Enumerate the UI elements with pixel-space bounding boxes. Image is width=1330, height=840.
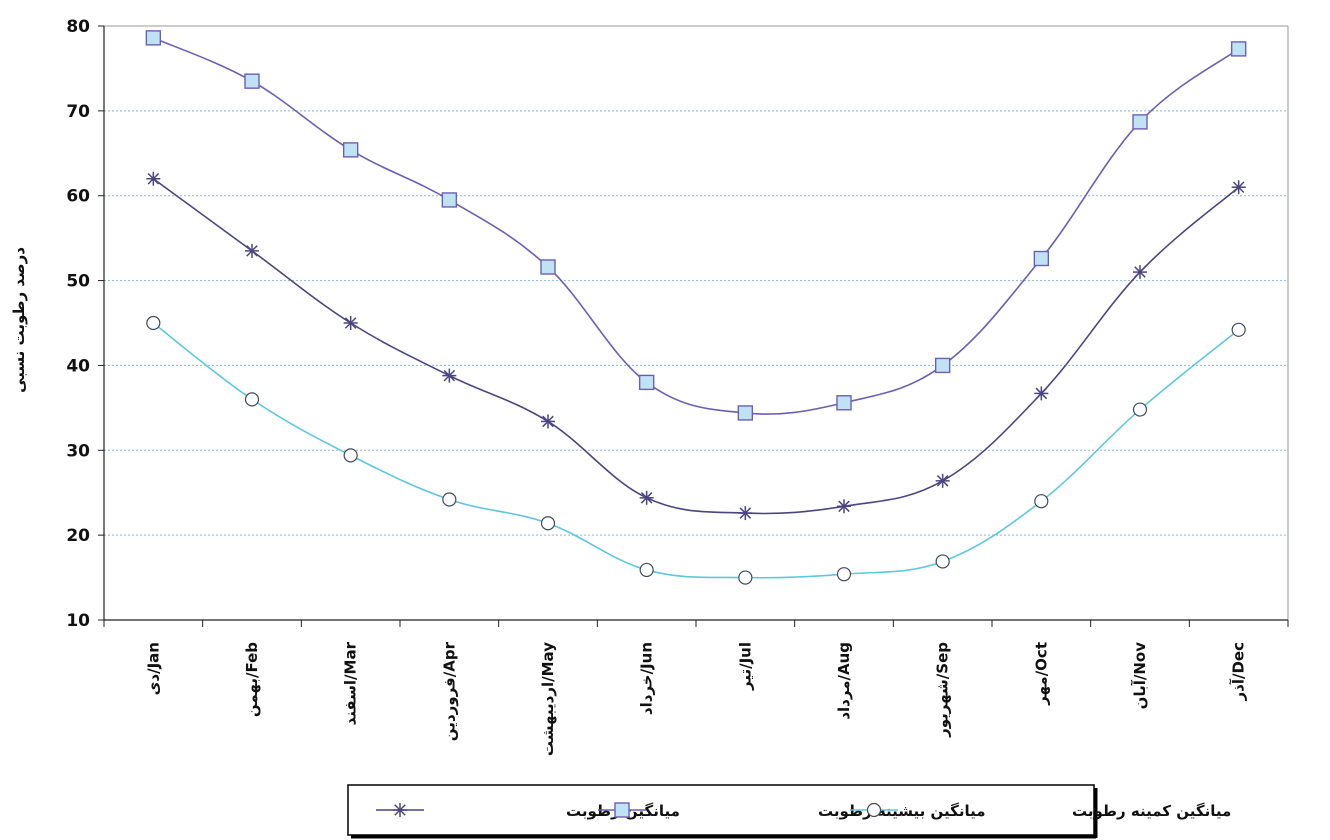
star-marker-point [343, 316, 358, 330]
circle-marker-point [1034, 494, 1049, 509]
star-marker-point [146, 171, 161, 186]
circle-marker-point [442, 492, 457, 507]
legend-label: میانگین کمینه رطوبت [1072, 802, 1231, 820]
gridlines [104, 110, 1288, 536]
y-axis-title: درصد رطوبت نسبی [10, 247, 28, 393]
x-tick-label: بهمن/Feb [243, 642, 261, 717]
y-tick-label: 30 [66, 441, 90, 461]
x-tick-label: تیر/Jul [736, 642, 754, 691]
star-marker-point [837, 499, 851, 514]
x-tick-label: اسفند/Mar [342, 641, 360, 725]
square-marker-point [441, 192, 458, 208]
circle-marker-point [540, 516, 556, 531]
star-marker-legend [393, 803, 407, 817]
series-line-circle [152, 322, 1240, 579]
x-tick-label: فروردین/Apr [440, 641, 458, 741]
series-markers [145, 30, 1247, 585]
circle-marker-point [935, 554, 950, 569]
x-tick-label: آبان/Nov [1131, 642, 1149, 710]
square-marker-point [540, 259, 556, 275]
circle-marker-point [244, 392, 260, 407]
y-tick-label: 10 [66, 611, 90, 631]
star-marker-point [1133, 265, 1147, 280]
star-marker-point [738, 506, 753, 521]
circle-marker-point [738, 570, 753, 585]
circle-marker-point [343, 448, 358, 463]
x-tick-label: آذر/Dec [1230, 642, 1248, 701]
star-marker-point [1034, 386, 1049, 401]
star-marker-point [541, 414, 555, 429]
square-marker-point [934, 357, 951, 374]
square-marker-legend [614, 802, 630, 818]
series-lines [152, 37, 1240, 579]
x-tick-label: دی/Jan [144, 642, 162, 695]
y-tick-labels: 10 20 30 40 50 60 70 80 [66, 17, 90, 631]
star-marker-point [442, 368, 457, 383]
y-tick-label: 80 [66, 17, 90, 37]
square-marker-point [1033, 250, 1050, 267]
circle-marker-legend [866, 802, 882, 818]
x-tick-label: مهر/Oct [1032, 642, 1050, 706]
y-tick-label: 60 [66, 187, 90, 207]
circle-marker-point [1231, 322, 1246, 337]
x-tick-labels: دی/Jan بهمن/Feb اسفند/Mar فروردین/Apr اردیبه… [144, 641, 1247, 756]
series-line-star [152, 178, 1240, 515]
axes [98, 25, 1289, 627]
legend-label: میانگین بیشینه رطوبت [818, 802, 986, 820]
square-marker-point [737, 405, 754, 421]
star-marker-point [245, 243, 259, 258]
square-marker-point [342, 142, 359, 158]
star-marker-point [1231, 180, 1246, 195]
circle-marker-point [146, 315, 161, 331]
square-marker-point [1230, 41, 1247, 57]
circle-marker-point [639, 562, 654, 578]
star-marker-point [935, 473, 950, 488]
legend-item-circle: میانگین کمینه رطوبت [850, 802, 1231, 820]
y-tick-label: 20 [66, 526, 90, 546]
legend-item-square: میانگین بیشینه رطوبت [598, 802, 986, 820]
x-tick-label: مرداد/Aug [835, 642, 853, 720]
circle-marker-point [1132, 402, 1148, 417]
square-marker-point [638, 374, 655, 391]
square-marker-point [244, 73, 260, 89]
square-marker-point [1132, 114, 1148, 130]
circle-marker-point [836, 567, 852, 582]
series-line-square [153, 37, 1240, 415]
x-tick-label: خرداد/Jun [638, 642, 656, 715]
square-marker-point [836, 395, 852, 411]
legend-box [347, 784, 1095, 836]
y-tick-label: 50 [66, 272, 90, 292]
x-tick-label: شهریور/Sep [934, 642, 952, 738]
y-tick-label: 40 [66, 356, 90, 376]
square-marker-point [145, 30, 162, 46]
y-tick-label: 70 [66, 102, 90, 122]
legend: میانگین رطوبت میانگین بیشینه رطوبت میانگین… [347, 784, 1231, 839]
x-tick-label: اردیبهشت/May [539, 642, 557, 756]
star-marker-point [639, 490, 654, 505]
